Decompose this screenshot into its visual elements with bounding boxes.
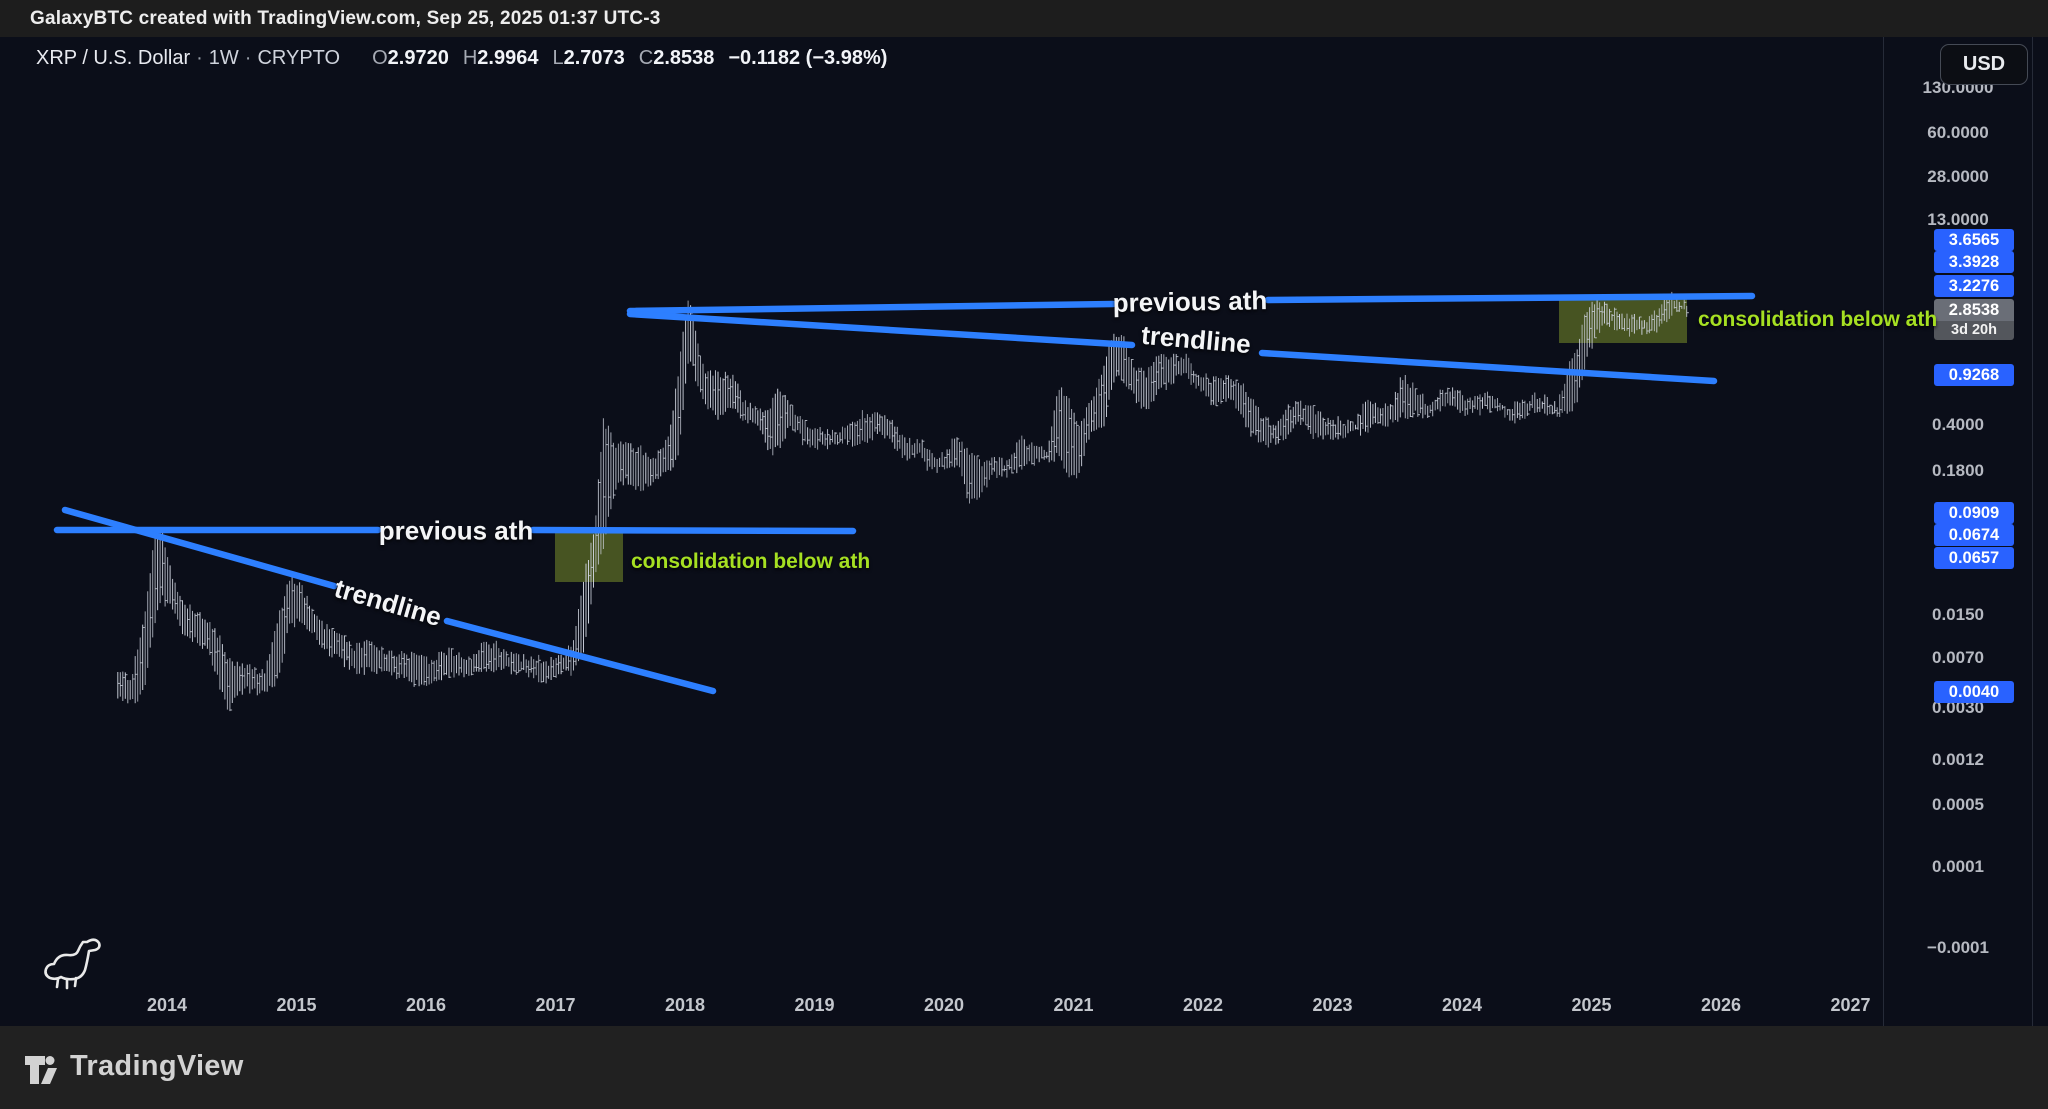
year-tick-label: 2020: [923, 995, 965, 1015]
current-price-tag: 2.8538 3d 20h: [1934, 299, 2014, 340]
price-tick-label: 0.4000: [1932, 415, 1984, 434]
lower-previous-ath-label[interactable]: previous ath: [378, 515, 534, 546]
lower-trendline[interactable]: [61, 506, 717, 695]
low-value: 2.7073: [563, 47, 625, 69]
price-tick-label: −0.0001: [1927, 938, 1989, 957]
line-price-tag: 0.0040: [1934, 681, 2014, 703]
line-price-tag: 0.9268: [1934, 364, 2014, 386]
interval-label[interactable]: 1W: [208, 47, 239, 69]
year-tick-label: 2026: [1700, 995, 1742, 1015]
attribution-text: GalaxyBTC created with TradingView.com, …: [30, 8, 661, 29]
left-consolidation-label[interactable]: consolidation below ath: [631, 550, 871, 573]
price-tick-label: 28.0000: [1927, 167, 1989, 186]
symbol-header[interactable]: XRP / U.S. Dollar · 1W · CRYPTO O2.9720 H2.996…: [36, 47, 887, 70]
currency-toggle-button[interactable]: USD: [1940, 44, 2028, 85]
candle-bars: [117, 291, 1689, 712]
low-label: L: [552, 47, 564, 69]
ohlc-values: O2.9720 H2.9964 L2.7073 C2.8538 −0.1182 (−3.…: [358, 47, 887, 69]
upper-previous-ath-label[interactable]: previous ath: [1112, 285, 1268, 318]
year-tick-label: 2015: [276, 995, 317, 1015]
change-value: −0.1182 (−3.98%): [728, 47, 888, 69]
line-price-tag: 0.0674: [1934, 524, 2014, 546]
price-tick-label: 0.0001: [1932, 857, 1984, 876]
separator-dot: ·: [196, 47, 203, 69]
year-tick-label: 2022: [1182, 995, 1224, 1015]
price-tick-label: 60.0000: [1927, 123, 1989, 142]
line-price-tag: 0.0657: [1934, 547, 2014, 569]
exchange-label: CRYPTO: [257, 47, 341, 69]
price-tick-label: 0.0005: [1932, 795, 1984, 814]
bar-countdown: 3d 20h: [1934, 321, 2014, 340]
lower-previous-ath[interactable]: [53, 526, 857, 535]
year-tick-label: 2014: [146, 995, 188, 1015]
close-label: C: [638, 47, 654, 69]
upper-previous-ath[interactable]: [626, 292, 1756, 315]
price-tick-label: 0.1800: [1932, 461, 1984, 480]
line-price-tag: 3.6565: [1934, 229, 2014, 251]
year-tick-label: 2023: [1312, 995, 1353, 1015]
year-tick-label: 2025: [1571, 995, 1612, 1015]
price-axis[interactable]: 130.0000 60.0000 28.0000 13.0000 0.4000 0.180…: [1884, 37, 2048, 1026]
footer-bar: TradingView: [0, 1026, 2048, 1109]
open-label: O: [372, 47, 388, 69]
year-tick-label: 2016: [405, 995, 447, 1015]
high-label: H: [462, 47, 478, 69]
time-axis[interactable]: 2014 2015 2016 2017 2018 2019 2020 2021 2022 2023…: [0, 985, 1883, 1026]
symbol-name[interactable]: XRP / U.S. Dollar: [36, 47, 191, 69]
year-tick-label: 2019: [794, 995, 835, 1015]
attribution-bar: GalaxyBTC created with TradingView.com, …: [0, 0, 2048, 37]
year-tick-label: 2021: [1053, 995, 1094, 1015]
tradingview-brand-text[interactable]: TradingView: [70, 1050, 244, 1082]
close-value: 2.8538: [653, 47, 715, 69]
year-tick-label: 2024: [1441, 995, 1483, 1015]
separator-dot: ·: [244, 47, 252, 69]
right-consolidation-label[interactable]: consolidation below ath: [1698, 308, 1938, 331]
high-value: 2.9964: [477, 47, 539, 69]
line-price-tag: 0.0909: [1934, 502, 2014, 524]
current-price-value: 2.8538: [1934, 299, 2014, 321]
price-tick-label: 0.0012: [1932, 750, 1984, 769]
price-tick-label: 0.0070: [1932, 648, 1984, 667]
right-consolidation-box[interactable]: [1559, 297, 1687, 343]
upper-trendline[interactable]: [626, 310, 1718, 385]
year-tick-label: 2027: [1830, 995, 1871, 1015]
year-tick-label: 2018: [664, 995, 706, 1015]
line-price-tag: 3.3928: [1934, 251, 2014, 273]
price-tick-label: 0.0150: [1932, 605, 1984, 624]
dino-icon[interactable]: [40, 934, 106, 998]
open-value: 2.9720: [387, 47, 449, 69]
tradingview-logo-icon[interactable]: [23, 1050, 63, 1090]
line-price-tag: 3.2276: [1934, 275, 2014, 297]
year-tick-label: 2017: [535, 995, 576, 1015]
price-tick-label: 13.0000: [1927, 210, 1989, 229]
